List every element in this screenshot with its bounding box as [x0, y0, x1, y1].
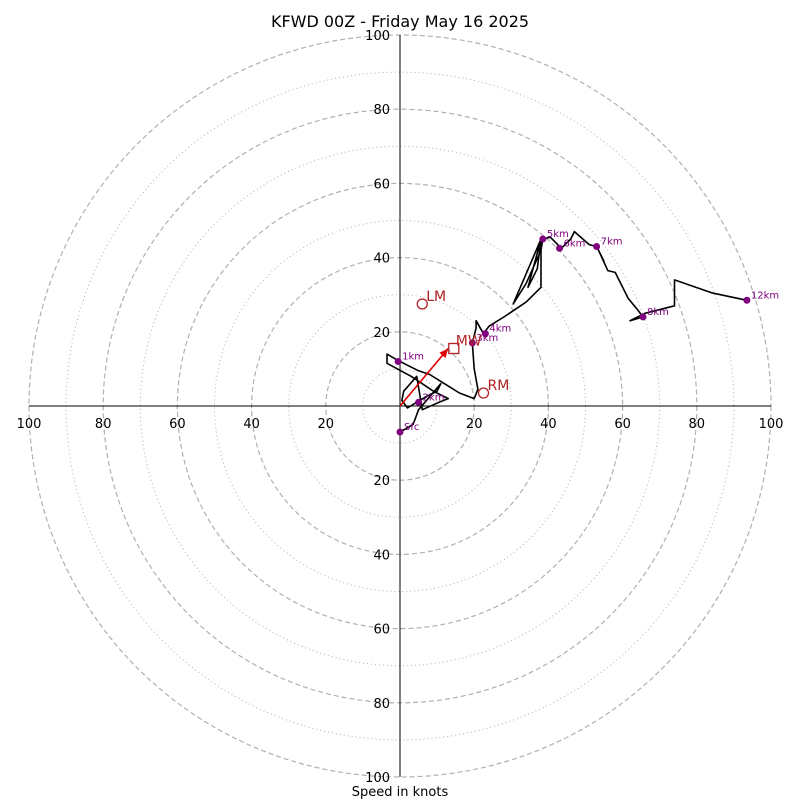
tick-y-neg-80: 80	[373, 697, 390, 712]
tick-x-pos-80: 80	[689, 417, 706, 432]
storm-motion-marker-rm	[477, 387, 490, 399]
height-marker-2km	[415, 398, 423, 406]
storm-motion-markers: LM RM MW	[416, 289, 509, 399]
tick-x-pos-60: 60	[614, 417, 631, 432]
tick-y-pos-100: 100	[365, 29, 390, 44]
tick-x-neg-60: 60	[169, 417, 186, 432]
shear-vector	[399, 347, 449, 407]
height-label-7km: 7km	[601, 236, 623, 247]
height-label-5km: 5km	[547, 229, 569, 240]
tick-x-pos-20: 20	[466, 417, 483, 432]
mean-wind-label: MW	[456, 333, 482, 349]
tick-x-neg-20: 20	[318, 417, 335, 432]
tick-y-neg-40: 40	[373, 548, 390, 563]
tick-x-neg-80: 80	[95, 417, 112, 432]
shear-line	[399, 347, 449, 407]
tick-x-pos-40: 40	[540, 417, 557, 432]
height-marker-5km	[539, 235, 547, 243]
height-marker-6km	[556, 244, 564, 252]
height-marker-sfc	[396, 428, 404, 436]
x-axis-label: Speed in knots	[352, 785, 449, 800]
storm-motion-marker-lm	[416, 298, 428, 310]
height-marker-8km	[639, 313, 647, 321]
height-marker-12km	[743, 296, 751, 304]
height-label-2km: 2km	[423, 392, 445, 403]
height-marker-1km	[394, 357, 402, 365]
tick-labels: 20 20 20 20 40 40 40 40 60 60 60 60 80 80 80 80 100 100 10…	[17, 29, 784, 786]
height-marker-4km	[481, 330, 489, 338]
shear-arrowhead	[439, 348, 449, 358]
trace-line-0	[386, 230, 748, 433]
height-label-6km: 6km	[564, 238, 586, 249]
tick-x-neg-40: 40	[243, 417, 260, 432]
height-label-sfc: Sfc	[404, 422, 419, 433]
height-label-8km: 8km	[647, 307, 669, 318]
tick-x-pos-100: 100	[759, 417, 784, 432]
hodograph-trace	[386, 230, 748, 433]
tick-y-neg-100: 100	[365, 771, 390, 786]
tick-y-pos-20: 20	[373, 326, 390, 341]
tick-y-neg-20: 20	[373, 474, 390, 489]
mean-wind-marker	[448, 342, 460, 355]
tick-x-neg-100: 100	[17, 417, 42, 432]
tick-y-pos-60: 60	[373, 177, 390, 192]
storm-motion-label-lm: LM	[426, 289, 446, 305]
tick-y-pos-40: 40	[373, 252, 390, 267]
height-marker-3km	[468, 339, 476, 347]
tick-y-pos-80: 80	[373, 103, 390, 118]
tick-y-neg-60: 60	[373, 623, 390, 638]
chart-title: KFWD 00Z - Friday May 16 2025	[271, 12, 529, 31]
height-label-3km: 3km	[476, 333, 498, 344]
height-label-12km: 12km	[751, 290, 779, 301]
height-marker-7km	[593, 242, 601, 250]
storm-motion-label-rm: RM	[487, 378, 509, 394]
height-label-4km: 4km	[489, 324, 511, 335]
height-label-1km: 1km	[402, 351, 424, 362]
